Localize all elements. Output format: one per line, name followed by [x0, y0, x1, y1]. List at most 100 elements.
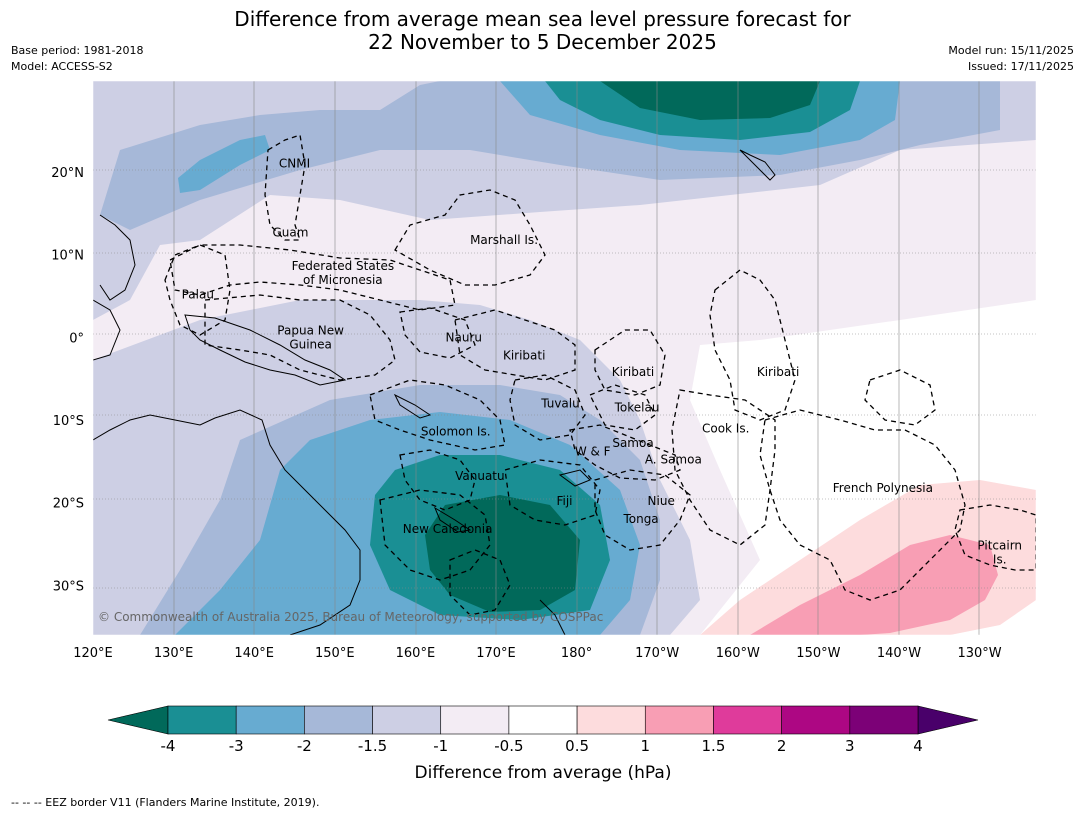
colorbar-tick-label: -3	[229, 737, 244, 755]
lon-tick-label: 170°W	[635, 646, 679, 661]
lat-tick-label: 20°N	[51, 166, 84, 181]
colorbar-tick-label: -4	[161, 737, 176, 755]
longitude-tick-labels: 120°E 130°E 140°E 150°E 160°E 170°E 180° 170°W 1…	[73, 646, 1002, 661]
eez-french-polynesia	[759, 409, 966, 601]
place-label: Fiji	[556, 494, 572, 508]
eez-cook	[671, 389, 776, 546]
eez-tonga-niue	[594, 469, 691, 551]
chart-title: Difference from average mean sea level p…	[0, 8, 1085, 54]
place-label: Nauru	[446, 330, 482, 344]
place-label: Marshall Is.	[470, 233, 538, 247]
lon-tick-label: 160°W	[716, 646, 760, 661]
lon-tick-label: 170°E	[476, 646, 516, 661]
colorbar-extend-low	[107, 705, 169, 735]
contour-band-neg4-north	[600, 81, 820, 120]
colorbar-segment	[849, 705, 919, 735]
place-label: Kiribati	[612, 365, 654, 379]
eez-kiribati-gilbert	[454, 309, 576, 381]
eez-vanuatu	[399, 449, 476, 511]
colorbar-segment	[235, 705, 305, 735]
colorbar-tick-label: 4	[913, 737, 923, 755]
coastline-borneo	[93, 299, 121, 361]
eez-solomons	[369, 379, 506, 451]
place-label: Guam	[272, 225, 308, 239]
eez-footnote: -- -- -- EEZ border V11 (Flanders Marine…	[11, 796, 320, 809]
lon-tick-label: 150°E	[315, 646, 355, 661]
colorbar-tick-label: 0.5	[565, 737, 589, 755]
eez-cnmi-guam	[264, 134, 306, 241]
lon-tick-label: 120°E	[73, 646, 113, 661]
lon-tick-label: 140°E	[234, 646, 274, 661]
coastline-philippines	[99, 214, 136, 301]
eez-pitcairn	[954, 504, 1036, 571]
place-label: Pitcairn	[977, 538, 1022, 552]
coastline-new-caledonia	[433, 506, 472, 533]
place-label: Palau	[182, 287, 214, 301]
coastline-solomons	[393, 393, 432, 419]
colorbar-extend-high	[917, 705, 979, 735]
place-label: French Polynesia	[833, 481, 933, 495]
place-label: Federated States	[292, 259, 394, 273]
lat-tick-label: 10°N	[51, 249, 84, 264]
eez-png	[204, 294, 396, 381]
eez-tokelau	[589, 384, 656, 431]
eez-marshall	[394, 189, 546, 286]
coastlines	[93, 149, 776, 635]
meta-right: Model run: 15/11/2025 Issued: 17/11/2025	[948, 43, 1074, 75]
place-label: W & F	[575, 444, 611, 458]
title-line-1: Difference from average mean sea level p…	[234, 7, 851, 31]
place-label: Papua New	[277, 323, 344, 337]
colorbar-tick-label: -1	[433, 737, 448, 755]
coastline-new-zealand	[539, 599, 566, 635]
colorbar-segment	[576, 705, 646, 735]
eez-tuvalu	[509, 374, 586, 441]
place-label: Solomon Is.	[421, 425, 491, 439]
place-label: Tokelau	[614, 401, 660, 415]
meta-left: Base period: 1981-2018 Model: ACCESS-S2	[11, 43, 143, 75]
contour-band-neg4-south	[425, 495, 580, 612]
map-frame	[92, 80, 1037, 636]
place-label: A. Samoa	[645, 453, 702, 467]
colorbar-segment	[167, 705, 237, 735]
lon-tick-label: 130°E	[154, 646, 194, 661]
colorbar-tick-label: 3	[845, 737, 855, 755]
eez-norfolk	[449, 549, 511, 616]
colorbar-segments	[167, 705, 919, 735]
place-label: Tonga	[622, 512, 658, 526]
eez-french-polynesia-north	[864, 369, 936, 426]
colorbar-tick-label: 1.5	[702, 737, 726, 755]
contour-band-neg2-west	[178, 135, 270, 193]
lat-tick-label: 30°S	[53, 579, 84, 594]
colorbar: -4 -3 -2 -1.5 -1 -0.5 0.5 1 1.5 2 3 4 Difference fr…	[107, 705, 979, 783]
place-label: Tuvalu	[540, 396, 580, 410]
eez-palau	[164, 244, 231, 336]
lon-tick-label: 140°W	[877, 646, 921, 661]
lon-tick-label: 180°	[561, 646, 592, 661]
eez-nauru	[399, 307, 476, 359]
colorbar-tick-label: 1	[640, 737, 650, 755]
title-line-2: 22 November to 5 December 2025	[368, 30, 717, 54]
coastline-fiji	[558, 469, 591, 487]
eez-new-caledonia	[379, 489, 491, 581]
copyright-notice: © Commonwealth of Australia 2025, Bureau…	[98, 610, 603, 624]
colorbar-segment	[508, 705, 578, 735]
eez-wallis-samoa	[569, 424, 681, 481]
base-period: Base period: 1981-2018	[11, 44, 144, 57]
graticule	[93, 81, 1036, 635]
lon-tick-label: 130°W	[957, 646, 1001, 661]
eez-kiribati-phoenix	[594, 329, 666, 396]
issued-date: Issued: 17/11/2025	[967, 60, 1074, 73]
lat-tick-label: 20°S	[53, 497, 84, 512]
eez-borders	[164, 134, 1036, 616]
place-label: Kiribati	[503, 349, 545, 363]
place-label: Is.	[993, 552, 1007, 566]
place-label: CNMI	[279, 157, 310, 171]
colorbar-tick-label: -2	[297, 737, 312, 755]
colorbar-segment	[644, 705, 714, 735]
colorbar-label: Difference from average (hPa)	[415, 763, 672, 783]
coastline-australia	[93, 409, 361, 635]
colorbar-segment	[372, 705, 442, 735]
